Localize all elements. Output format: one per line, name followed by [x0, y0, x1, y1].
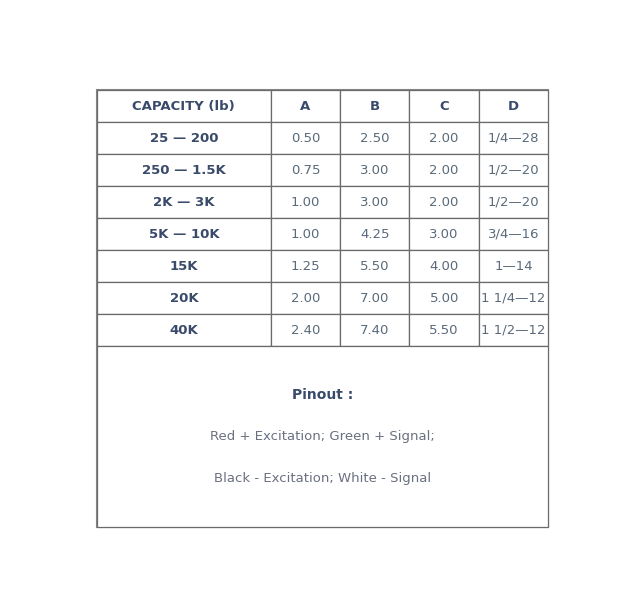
Text: 5K — 10K: 5K — 10K: [149, 228, 219, 241]
Text: Red + Excitation; Green + Signal;: Red + Excitation; Green + Signal;: [210, 430, 435, 443]
Bar: [271, 122, 340, 154]
Bar: [479, 122, 548, 154]
Text: 20K: 20K: [170, 292, 198, 305]
Bar: [97, 346, 548, 527]
Bar: [409, 218, 479, 250]
Bar: [97, 186, 271, 218]
Bar: [97, 218, 271, 250]
Text: 5.00: 5.00: [430, 292, 459, 305]
Text: Pinout :: Pinout :: [292, 388, 353, 402]
Bar: [340, 122, 409, 154]
Bar: [97, 250, 271, 282]
Text: 3.00: 3.00: [360, 164, 389, 177]
Bar: [271, 314, 340, 346]
Bar: [479, 186, 548, 218]
Bar: [340, 282, 409, 314]
Bar: [271, 154, 340, 186]
Text: 0.75: 0.75: [291, 164, 320, 177]
Bar: [271, 218, 340, 250]
Bar: [340, 186, 409, 218]
Text: 4.25: 4.25: [360, 228, 389, 241]
Text: 3.00: 3.00: [360, 195, 389, 209]
Text: 1.00: 1.00: [291, 228, 320, 241]
Text: 2.00: 2.00: [430, 164, 459, 177]
Text: 2.00: 2.00: [430, 195, 459, 209]
Text: Black - Excitation; White - Signal: Black - Excitation; White - Signal: [214, 472, 431, 485]
Text: 2K — 3K: 2K — 3K: [153, 195, 215, 209]
Bar: [97, 282, 271, 314]
Bar: [271, 282, 340, 314]
Text: 4.00: 4.00: [430, 260, 459, 273]
Bar: [409, 250, 479, 282]
Text: 25 — 200: 25 — 200: [149, 132, 218, 144]
Text: 2.00: 2.00: [430, 132, 459, 144]
Text: 1 1/2—12: 1 1/2—12: [481, 324, 546, 337]
Text: 3.00: 3.00: [430, 228, 459, 241]
Bar: [409, 122, 479, 154]
Text: 2.00: 2.00: [291, 292, 320, 305]
Bar: [409, 282, 479, 314]
Text: 1—14: 1—14: [494, 260, 533, 273]
Bar: [340, 314, 409, 346]
Text: 5.50: 5.50: [360, 260, 389, 273]
Text: 1/2—20: 1/2—20: [488, 164, 539, 177]
Text: 1/2—20: 1/2—20: [488, 195, 539, 209]
Bar: [479, 90, 548, 122]
Bar: [409, 314, 479, 346]
Bar: [271, 90, 340, 122]
Bar: [97, 154, 271, 186]
Bar: [340, 218, 409, 250]
Text: 0.50: 0.50: [291, 132, 320, 144]
Bar: [340, 154, 409, 186]
Text: 2.40: 2.40: [291, 324, 320, 337]
Text: 15K: 15K: [170, 260, 198, 273]
Text: 7.40: 7.40: [360, 324, 389, 337]
Text: CAPACITY (lb): CAPACITY (lb): [133, 100, 236, 113]
Text: 40K: 40K: [170, 324, 198, 337]
Text: B: B: [370, 100, 380, 113]
Bar: [479, 154, 548, 186]
Bar: [409, 186, 479, 218]
Text: 1.00: 1.00: [291, 195, 320, 209]
Bar: [97, 122, 271, 154]
Text: A: A: [300, 100, 310, 113]
Bar: [479, 218, 548, 250]
Text: C: C: [440, 100, 449, 113]
Text: D: D: [508, 100, 519, 113]
Bar: [340, 90, 409, 122]
Bar: [409, 90, 479, 122]
Bar: [97, 90, 271, 122]
Text: 7.00: 7.00: [360, 292, 389, 305]
Bar: [409, 154, 479, 186]
Text: 1/4—28: 1/4—28: [488, 132, 539, 144]
Bar: [479, 282, 548, 314]
Bar: [479, 314, 548, 346]
Text: 250 — 1.5K: 250 — 1.5K: [142, 164, 225, 177]
Bar: [271, 250, 340, 282]
Text: 1 1/4—12: 1 1/4—12: [482, 292, 546, 305]
Bar: [340, 250, 409, 282]
Text: 5.50: 5.50: [430, 324, 459, 337]
Bar: [479, 250, 548, 282]
Text: 2.50: 2.50: [360, 132, 389, 144]
Text: 1.25: 1.25: [291, 260, 320, 273]
Bar: [271, 186, 340, 218]
Bar: [97, 314, 271, 346]
Text: 3/4—16: 3/4—16: [488, 228, 539, 241]
